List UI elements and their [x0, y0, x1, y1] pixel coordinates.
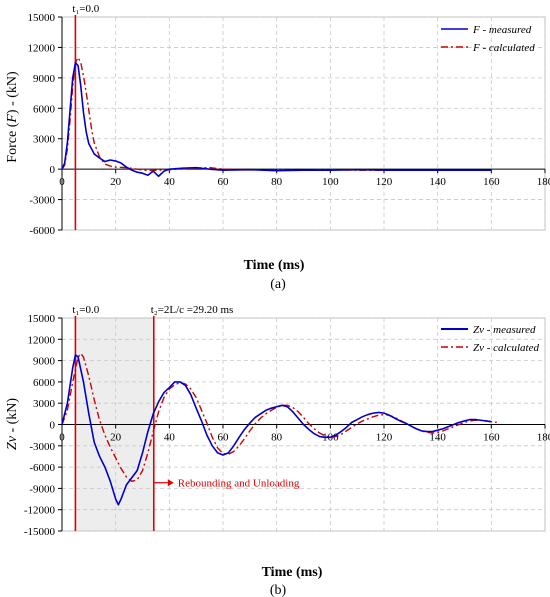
y-tick-label: -6000	[29, 462, 55, 474]
y-tick-label: -15000	[24, 526, 56, 538]
y-tick-label: 9000	[33, 356, 56, 368]
x-tick-label: 180	[537, 176, 550, 188]
panel-caption-b: (b)	[270, 583, 287, 597]
y-tick-label: 6000	[33, 377, 56, 389]
y-axis-label-b: Zv - (kN)	[5, 398, 20, 450]
y-tick-label: 3000	[33, 398, 56, 410]
y-tick-label: 0	[50, 420, 56, 432]
marker-lines-a: t₁=0.0	[72, 3, 100, 230]
tick-labels-a: 0 20 40 60 80 100 120 140 160 180 -6000 -3000 0 3000 6…	[28, 12, 550, 237]
y-tick-label: -3000	[29, 441, 55, 453]
x-tick-label: 40	[164, 176, 176, 188]
x-tick-label: 20	[110, 176, 122, 188]
legend-a: F - measured F - calculated	[441, 24, 535, 54]
annotation-text: Rebounding and Unloading	[178, 478, 300, 490]
x-tick-label: 140	[429, 432, 446, 444]
x-tick-label: 0	[59, 176, 65, 188]
annotation-rebounding: Rebounding and Unloading	[153, 478, 300, 490]
marker-lines-b: t₁=0.0 t₂=2L/c =29.20 ms	[72, 304, 233, 531]
x-tick-label: 100	[322, 176, 339, 188]
y-tick-label: 0	[50, 164, 56, 176]
x-axis-label-a: Time (ms)	[244, 258, 305, 273]
x-axis-label-b: Time (ms)	[262, 565, 323, 580]
x-tick-label: 20	[110, 432, 122, 444]
y-tick-label: -3000	[29, 195, 55, 207]
y-tick-label: 12000	[28, 42, 56, 54]
y-tick-label: 15000	[28, 12, 56, 24]
tick-labels-b: 020406080100120140160180-15000-12000-900…	[24, 313, 550, 538]
y-axis-label-a: Force (F) - (kN)	[5, 71, 20, 163]
x-tick-label: 120	[376, 176, 393, 188]
legend-b: Zv - measured Zv - calculated	[441, 324, 539, 354]
marker-label-2: t₂=2L/c =29.20 ms	[151, 304, 234, 316]
series-b	[61, 352, 497, 506]
series-line-measured	[61, 61, 492, 178]
legend-label-measured-a: F - measured	[472, 24, 532, 36]
chart-panel-a: 0 20 40 60 80 100 120 140 160 180 -6000 -3000 0 3000 6…	[5, 3, 550, 292]
x-tick-label: 80	[271, 176, 283, 188]
series-a	[61, 56, 492, 178]
legend-label-calculated-b: Zv - calculated	[473, 342, 539, 354]
x-tick-label: 120	[376, 432, 393, 444]
series-line-measured	[61, 354, 492, 506]
legend-label-measured-b: Zv - measured	[473, 324, 536, 336]
y-tick-label: 12000	[28, 334, 56, 346]
x-tick-label: 60	[218, 176, 230, 188]
x-tick-label: 0	[59, 432, 65, 444]
x-tick-label: 160	[483, 432, 500, 444]
x-tick-label: 60	[218, 432, 230, 444]
gridlines-a	[62, 16, 546, 231]
y-tick-label: 3000	[33, 134, 56, 146]
chart-panel-b: 020406080100120140160180-15000-12000-900…	[5, 304, 550, 597]
x-tick-label: 160	[483, 176, 500, 188]
x-tick-label: 40	[164, 432, 176, 444]
x-tick-label: 180	[537, 432, 550, 444]
annotation-arrow-head	[167, 479, 174, 487]
panel-caption-a: (a)	[270, 277, 286, 292]
x-tick-label: 140	[429, 176, 446, 188]
y-tick-label: -6000	[29, 225, 55, 237]
marker-label-1: t₁=0.0	[72, 3, 99, 15]
x-tick-label: 80	[271, 432, 283, 444]
legend-label-calculated-a: F - calculated	[472, 42, 535, 54]
y-tick-label: -12000	[24, 505, 56, 517]
y-tick-label: -9000	[29, 483, 55, 495]
y-tick-label: 6000	[33, 103, 56, 115]
marker-label-1: t₁=0.0	[72, 304, 99, 316]
y-tick-label: 9000	[33, 73, 56, 85]
y-tick-label: 15000	[28, 313, 56, 325]
plot-area-a	[61, 16, 546, 231]
